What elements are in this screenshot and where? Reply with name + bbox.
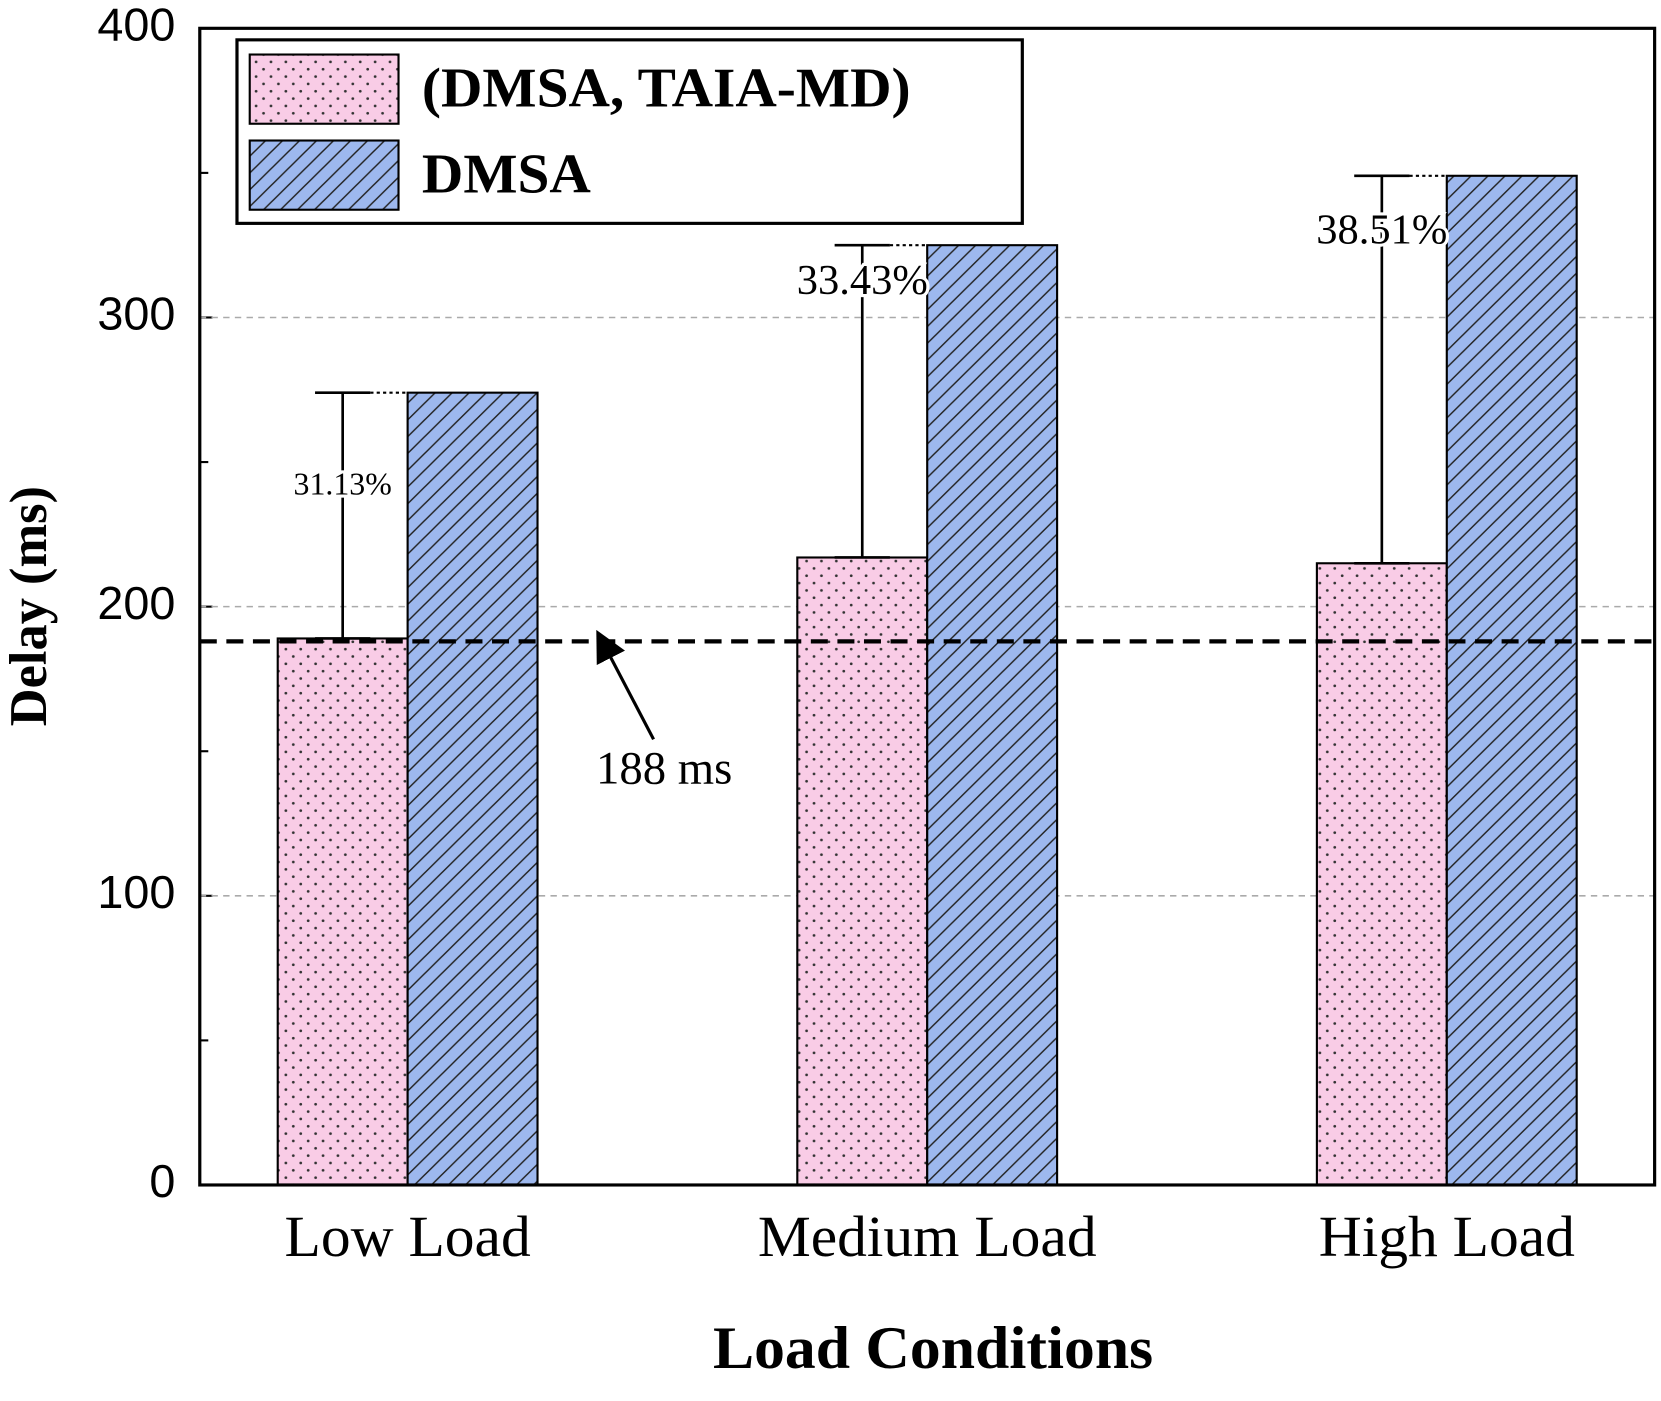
bar-pattern <box>796 556 929 1187</box>
legend-label: (DMSA, TAIA-MD) <box>422 57 911 120</box>
bar-pattern <box>406 391 539 1187</box>
y-tick-label: 100 <box>97 866 175 918</box>
percent-label: 38.51% <box>1316 207 1447 254</box>
bar-pattern <box>276 637 409 1187</box>
arrow <box>596 629 655 741</box>
y-tick-label: 400 <box>97 0 175 50</box>
y-tick-label: 300 <box>97 288 175 340</box>
bar-pattern <box>1445 174 1578 1187</box>
legend-label: DMSA <box>422 143 591 206</box>
percent-label: 33.43% <box>797 257 928 304</box>
legend-swatch-pattern <box>248 139 400 211</box>
bar-pattern <box>926 244 1059 1187</box>
x-axis-label: Load Conditions <box>713 1314 1153 1382</box>
x-tick-label: High Load <box>1319 1203 1575 1269</box>
y-axis-label: Delay (ms) <box>0 486 58 726</box>
x-tick-label: Medium Load <box>758 1203 1097 1269</box>
legend-swatch-pattern <box>248 53 400 125</box>
plot-frame <box>198 26 1657 1187</box>
x-tick-label: Low Load <box>285 1203 531 1269</box>
percent-label: 31.13% <box>294 467 392 502</box>
bar-pattern <box>1315 562 1448 1187</box>
y-tick-label: 200 <box>97 577 175 629</box>
y-tick-label: 0 <box>149 1155 175 1207</box>
reference-label: 188 ms <box>596 744 732 795</box>
